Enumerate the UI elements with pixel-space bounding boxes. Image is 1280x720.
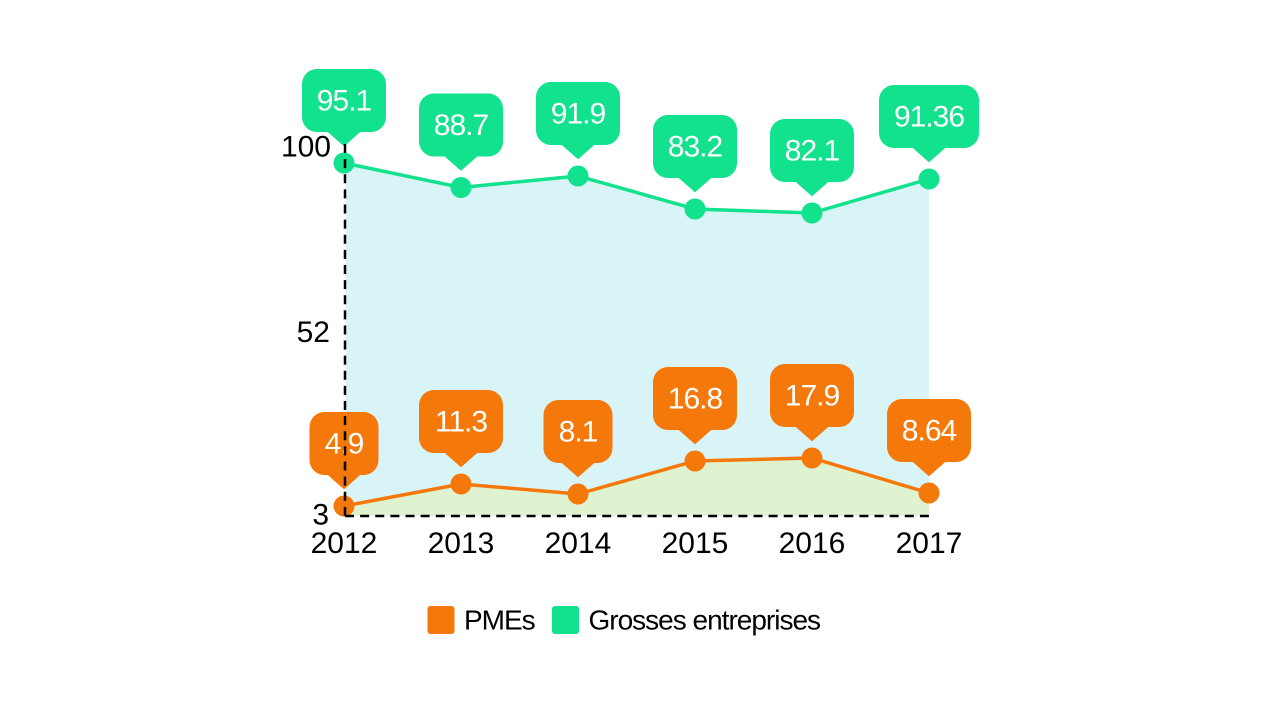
svg-text:PMEs: PMEs <box>464 605 535 636</box>
svg-text:2015: 2015 <box>662 527 729 560</box>
svg-text:3: 3 <box>312 499 329 532</box>
svg-text:2016: 2016 <box>779 527 846 560</box>
svg-text:Grosses entreprises: Grosses entreprises <box>589 605 821 636</box>
svg-text:8.1: 8.1 <box>559 416 598 449</box>
svg-text:2014: 2014 <box>545 527 612 560</box>
svg-text:16.8: 16.8 <box>668 383 723 416</box>
svg-text:2012: 2012 <box>311 527 378 560</box>
svg-text:100: 100 <box>281 131 331 164</box>
svg-text:91.9: 91.9 <box>551 98 606 131</box>
svg-text:88.7: 88.7 <box>434 109 489 142</box>
svg-text:83.2: 83.2 <box>668 131 723 164</box>
svg-text:8.64: 8.64 <box>902 415 957 448</box>
svg-text:2017: 2017 <box>896 527 963 560</box>
svg-text:82.1: 82.1 <box>785 135 840 168</box>
svg-text:11.3: 11.3 <box>435 406 487 439</box>
svg-text:52: 52 <box>297 316 330 349</box>
svg-text:91.36: 91.36 <box>894 101 964 134</box>
svg-text:2013: 2013 <box>428 527 495 560</box>
svg-text:17.9: 17.9 <box>785 380 840 413</box>
svg-text:95.1: 95.1 <box>317 85 372 118</box>
